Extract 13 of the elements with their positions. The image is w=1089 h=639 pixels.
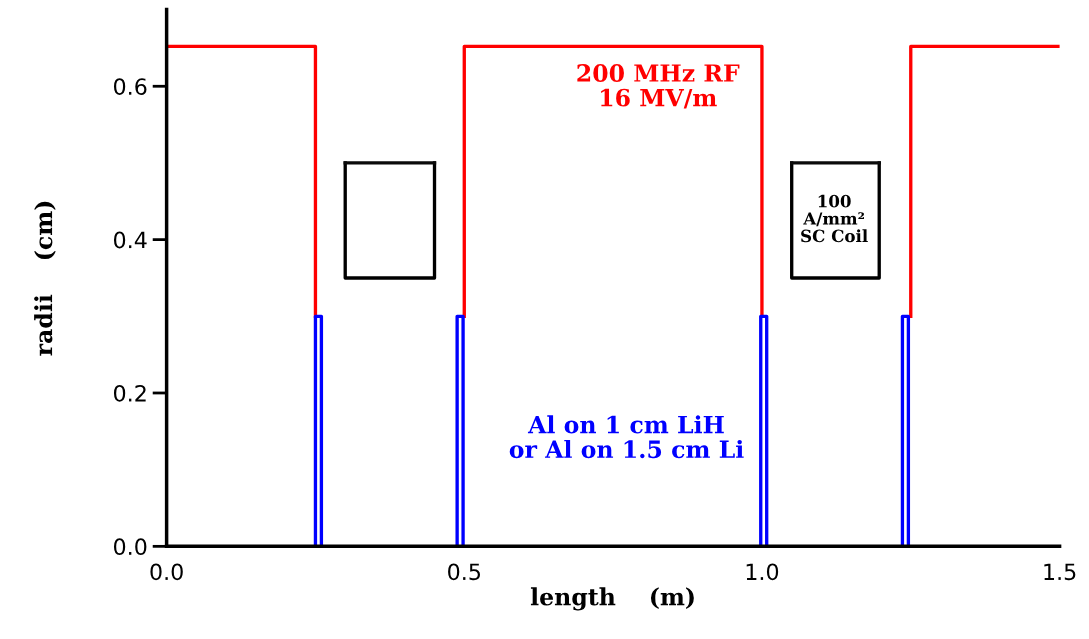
annotation: Al on 1 cm LiH or Al on 1.5 cm Li [509,415,744,459]
y-tick-label: 0.4 [113,231,147,249]
annotation: 200 MHz RF 16 MV/m [577,64,740,109]
x-tick-label: 0.0 [150,563,183,581]
annotation: 100 A/mm² SC Coil [801,194,868,243]
y-tick-label: 0.6 [113,78,147,96]
y-tick-label: 0.0 [113,538,147,556]
y-tick-label: 0.2 [113,384,146,402]
x-tick-label: 0.5 [448,563,481,581]
x-axis-title: length (m) [530,587,694,611]
x-tick-label: 1.0 [746,563,779,581]
y-axis-title: radii (cm) [34,201,56,356]
x-tick-label: 1.5 [1044,563,1076,581]
